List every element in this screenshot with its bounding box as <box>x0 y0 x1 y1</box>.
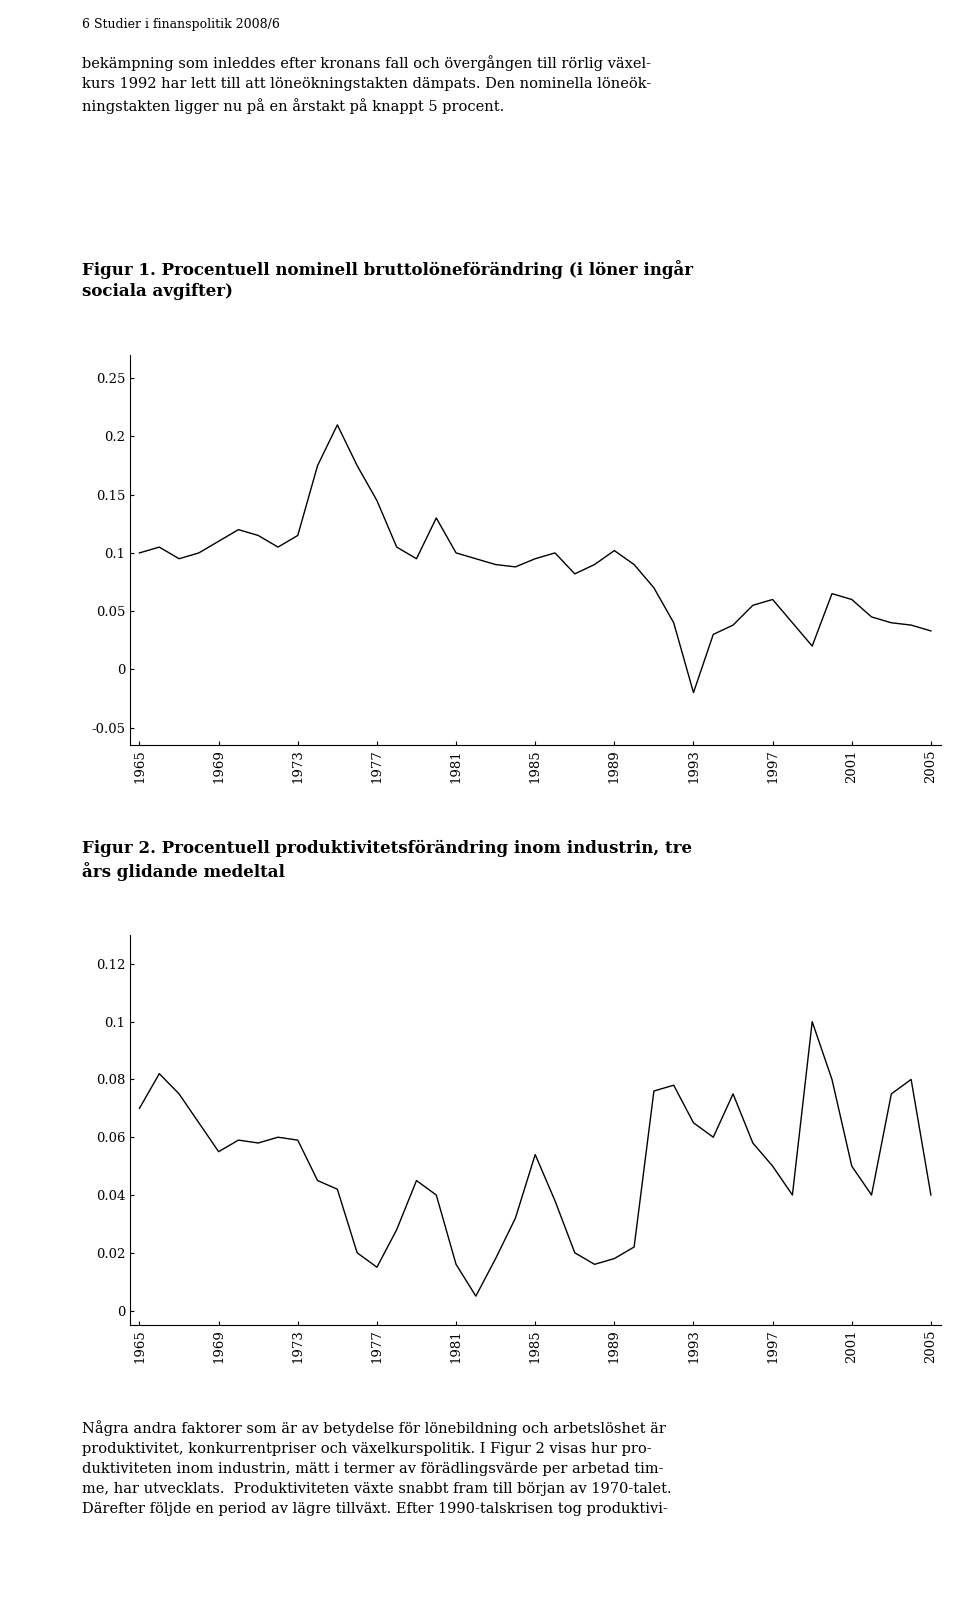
Text: Figur 2. Procentuell produktivitetsförändring inom industrin, tre
års glidande m: Figur 2. Procentuell produktivitetsförän… <box>82 840 691 881</box>
Text: 6 Studier i finanspolitik 2008/6: 6 Studier i finanspolitik 2008/6 <box>82 18 279 30</box>
Text: bekämpning som inleddes efter kronans fall och övergången till rörlig växel-
kur: bekämpning som inleddes efter kronans fa… <box>82 55 651 114</box>
Text: Figur 1. Procentuell nominell bruttolöneförändring (i löner ingår
sociala avgift: Figur 1. Procentuell nominell bruttolöne… <box>82 260 693 300</box>
Text: Några andra faktorer som är av betydelse för lönebildning och arbetslöshet är
pr: Några andra faktorer som är av betydelse… <box>82 1420 671 1516</box>
